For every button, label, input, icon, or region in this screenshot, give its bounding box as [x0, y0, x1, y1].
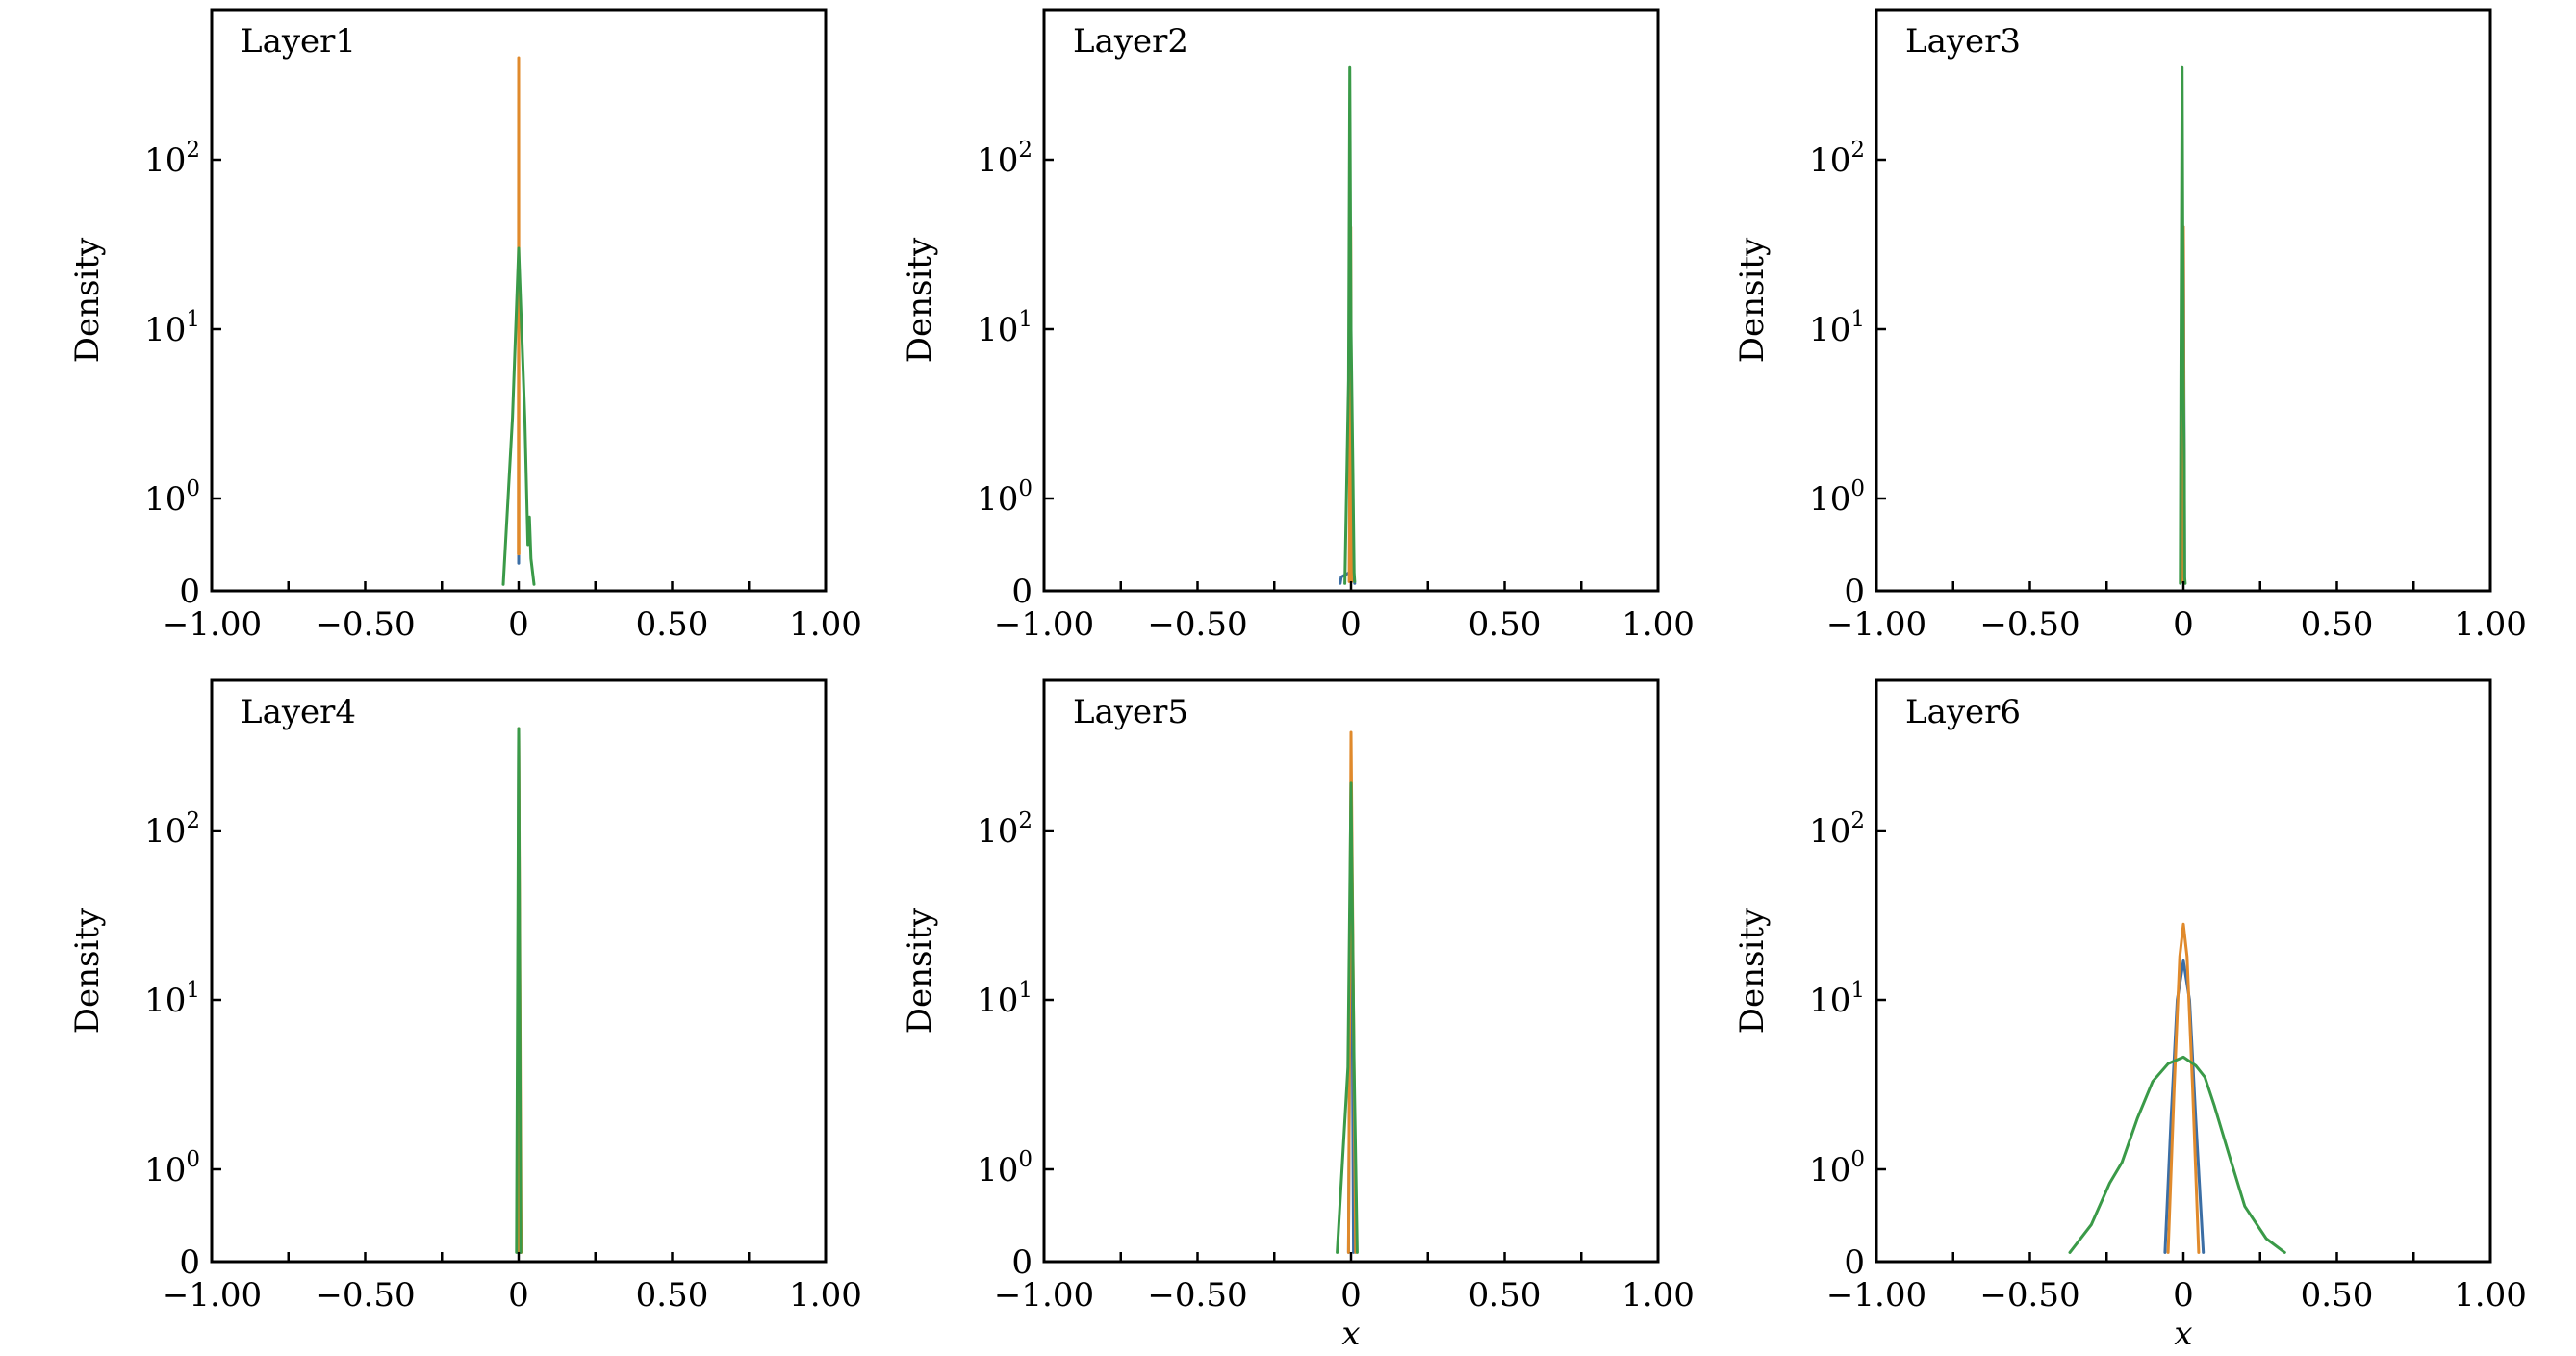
y-tick-label: 0	[1844, 573, 1865, 611]
y-tick-label: 101	[1809, 978, 1865, 1020]
x-tick-label: −0.50	[1979, 605, 2079, 644]
x-tick-label: 1.00	[2454, 1276, 2527, 1315]
y-tick-label: 101	[144, 307, 200, 349]
x-tick-label: 0	[508, 605, 529, 644]
x-tick-label: −1.00	[1826, 605, 1926, 644]
x-tick-label: −1.00	[162, 605, 262, 644]
y-axis-label: Density	[68, 908, 107, 1034]
y-axis-label: Density	[68, 237, 107, 363]
y-tick-label: 102	[977, 808, 1033, 851]
y-axis-label: Density	[1733, 237, 1772, 363]
panel-layer3: −1.00 −0.50 0 0.50 1.00 0 100 101 102 Layer3 Densi…	[1733, 8, 2527, 644]
series-3-line	[1336, 781, 1359, 1254]
y-axis-label: Density	[1733, 908, 1772, 1034]
y-tick-label: 101	[144, 978, 200, 1020]
x-tick-label: −0.50	[1979, 1276, 2079, 1315]
panel-layer1: −1.00 −0.50 0 0.50 1.00 0 100 101 102 Layer1 Densi…	[68, 8, 862, 644]
panel-label: Layer3	[1905, 22, 2021, 61]
y-tick-label: 102	[144, 138, 200, 180]
x-tick-label: 1.00	[1621, 1276, 1695, 1315]
y-tick-label: 102	[977, 138, 1033, 180]
x-tick-label: 0.50	[2301, 1276, 2374, 1315]
y-tick-label: 0	[179, 1243, 200, 1282]
y-tick-label: 100	[977, 1147, 1033, 1190]
panel-label: Layer6	[1905, 693, 2021, 731]
panel-layer4: −1.00 −0.50 0 0.50 1.00 0 100 101 102 Layer4 Densi…	[68, 678, 862, 1315]
y-tick-label: 0	[1844, 1243, 1865, 1282]
panel-layer2: −1.00 −0.50 0 0.50 1.00 0 100 101 102 Layer2 Densi…	[901, 8, 1695, 644]
x-tick-label: −0.50	[315, 1276, 415, 1315]
series-1-line	[2163, 959, 2206, 1254]
x-tick-label: 1.00	[2454, 605, 2527, 644]
series-3-line	[515, 727, 523, 1254]
x-tick-label: 0.50	[636, 605, 709, 644]
y-tick-label: 100	[1809, 476, 1865, 519]
panel-label: Layer5	[1073, 693, 1188, 731]
y-tick-label: 101	[977, 307, 1033, 349]
series-3-line	[2179, 65, 2187, 585]
y-tick-label: 102	[1809, 138, 1865, 180]
plot-frame	[1875, 678, 2492, 1264]
y-tick-label: 0	[1011, 1243, 1033, 1282]
x-tick-label: −1.00	[162, 1276, 262, 1315]
panel-label: Layer1	[241, 22, 356, 61]
x-tick-label: −1.00	[994, 1276, 1094, 1315]
panel-label: Layer2	[1073, 22, 1188, 61]
y-tick-label: 101	[977, 978, 1033, 1020]
panel-label: Layer4	[241, 693, 356, 731]
x-tick-label: 0	[1340, 1276, 1362, 1315]
x-tick-label: −0.50	[1147, 605, 1247, 644]
y-tick-label: 100	[144, 476, 200, 519]
x-tick-label: 0.50	[1468, 1276, 1542, 1315]
y-tick-label: 102	[144, 808, 200, 851]
y-axis-label: Density	[901, 237, 939, 363]
y-tick-label: 101	[1809, 307, 1865, 349]
y-tick-label: 102	[1809, 808, 1865, 851]
x-tick-label: 0	[508, 1276, 529, 1315]
y-tick-label: 0	[179, 573, 200, 611]
y-tick-label: 100	[977, 476, 1033, 519]
x-tick-label: 0	[1340, 605, 1362, 644]
x-tick-label: −0.50	[1147, 1276, 1247, 1315]
x-tick-label: 0.50	[1468, 605, 1542, 644]
y-axis-label: Density	[901, 908, 939, 1034]
x-axis-label: x	[1341, 1315, 1360, 1353]
x-tick-label: −0.50	[315, 605, 415, 644]
x-axis-label: x	[2174, 1315, 2192, 1353]
series-3-line	[501, 246, 536, 586]
x-tick-label: 1.00	[789, 1276, 862, 1315]
series-3-line	[1343, 65, 1357, 585]
panel-layer5: −1.00 −0.50 0 0.50 1.00 0 100 101 102 Layer5 Densi…	[901, 678, 1695, 1353]
x-tick-label: 0.50	[636, 1276, 709, 1315]
y-tick-label: 100	[1809, 1147, 1865, 1190]
x-tick-label: 0	[2173, 1276, 2194, 1315]
series-2-line	[2166, 922, 2201, 1254]
x-tick-label: 0.50	[2301, 605, 2374, 644]
x-tick-label: 1.00	[789, 605, 862, 644]
series-2-line	[517, 56, 521, 556]
x-tick-label: −1.00	[1826, 1276, 1926, 1315]
panel-layer6: −1.00 −0.50 0 0.50 1.00 0 100 101 102 Layer6 Densi…	[1733, 678, 2527, 1353]
series-3-line	[2068, 1055, 2286, 1254]
x-tick-label: 1.00	[1621, 605, 1695, 644]
x-tick-label: −1.00	[994, 605, 1094, 644]
y-tick-label: 0	[1011, 573, 1033, 611]
x-tick-label: 0	[2173, 605, 2194, 644]
y-tick-label: 100	[144, 1147, 200, 1190]
